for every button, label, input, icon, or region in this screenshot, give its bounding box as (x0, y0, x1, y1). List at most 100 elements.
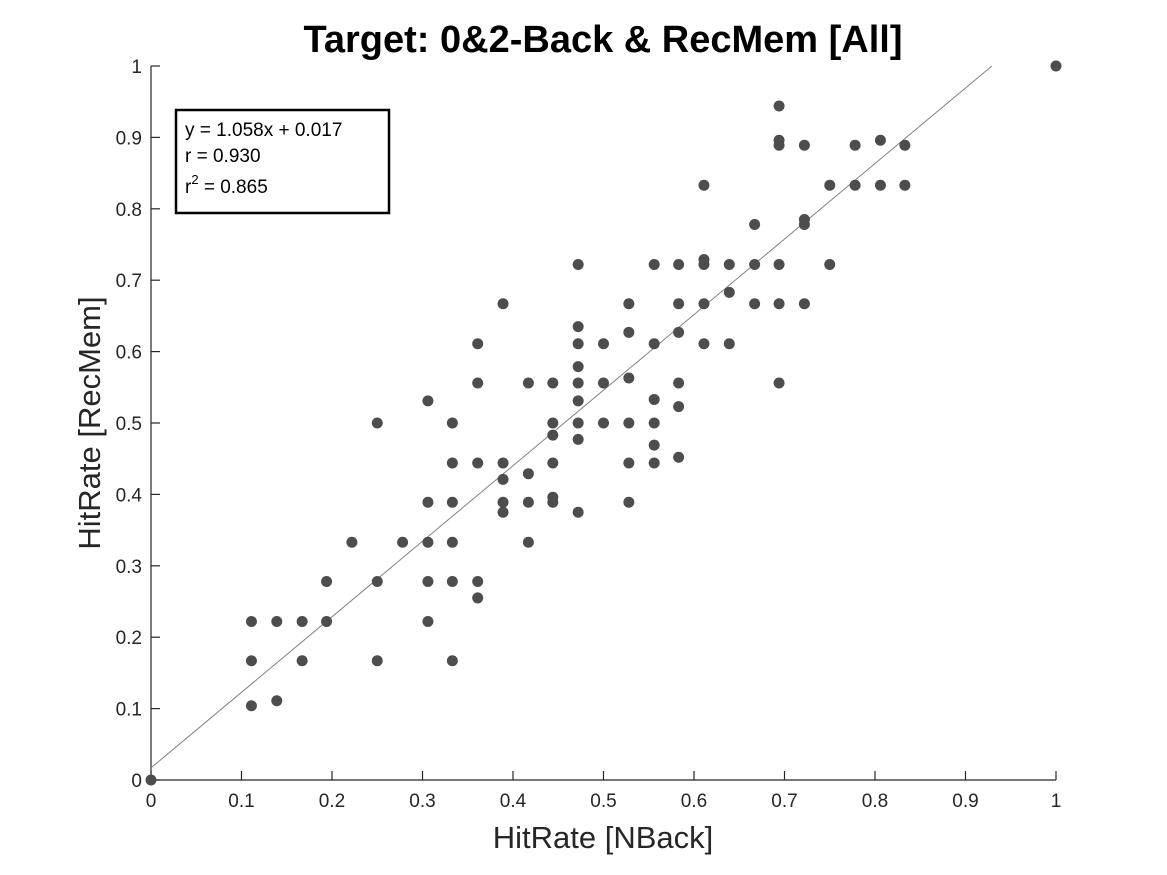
data-point (623, 326, 635, 338)
data-point (572, 395, 584, 407)
data-point (673, 377, 685, 389)
data-point (245, 700, 257, 712)
data-point (698, 258, 710, 270)
y-tick-label: 0 (131, 771, 142, 792)
data-point (422, 395, 434, 407)
data-point (397, 536, 409, 548)
data-points (145, 60, 1062, 786)
data-point (446, 457, 458, 469)
data-point (422, 496, 434, 508)
data-point (145, 774, 157, 786)
data-point (698, 338, 710, 350)
data-point (723, 258, 735, 270)
data-point (572, 377, 584, 389)
data-point (472, 457, 484, 469)
data-point (497, 506, 509, 518)
x-tick-label: 0.6 (681, 791, 707, 812)
data-point (749, 298, 761, 310)
data-point (547, 377, 559, 389)
data-point (598, 417, 609, 429)
x-tick-label: 0.9 (952, 791, 978, 812)
data-point (798, 298, 810, 310)
data-point (346, 536, 358, 548)
data-point (422, 615, 434, 627)
data-point (572, 361, 584, 373)
data-point (446, 496, 458, 508)
data-point (522, 377, 534, 389)
data-point (271, 695, 283, 707)
data-point (1050, 60, 1062, 72)
data-point (648, 338, 660, 350)
annotation-equation: y = 1.058x + 0.017 (185, 120, 342, 141)
data-point (446, 536, 458, 548)
data-point (572, 417, 584, 429)
data-point (648, 393, 660, 405)
data-point (422, 576, 434, 588)
x-tick-label: 0.7 (771, 791, 797, 812)
data-point (648, 258, 660, 270)
chart-title: Target: 0&2-Back & RecMem [All] (303, 19, 902, 61)
data-point (773, 298, 785, 310)
data-point (497, 496, 509, 508)
data-point (673, 451, 685, 463)
data-point (623, 457, 635, 469)
data-point (648, 417, 660, 429)
data-point (572, 506, 584, 518)
data-point (321, 615, 333, 627)
data-point (271, 615, 283, 627)
x-tick-label: 0.8 (862, 791, 888, 812)
data-point (749, 219, 761, 231)
regression-annotation-box: y = 1.058x + 0.017 r = 0.930 r2 = 0.865 (174, 108, 391, 215)
y-tick-label: 0.7 (116, 271, 142, 292)
data-point (723, 286, 735, 298)
data-point (371, 655, 383, 667)
data-point (698, 298, 710, 310)
data-point (698, 179, 710, 191)
data-point (773, 139, 785, 151)
data-point (798, 219, 810, 231)
data-point (472, 576, 484, 588)
data-point (648, 457, 660, 469)
data-point (623, 496, 635, 508)
data-point (824, 258, 836, 270)
data-point (547, 496, 559, 508)
data-point (245, 615, 257, 627)
data-point (673, 298, 685, 310)
data-point (899, 179, 911, 191)
data-point (321, 576, 333, 588)
data-point (296, 655, 308, 667)
data-point (773, 377, 785, 389)
y-tick-label: 0.6 (116, 343, 142, 364)
data-point (497, 457, 509, 469)
annotation-r: r = 0.930 (185, 146, 261, 167)
data-point (773, 258, 785, 270)
data-point (623, 372, 635, 384)
y-tick-label: 1 (131, 57, 142, 78)
data-point (673, 401, 685, 413)
data-point (749, 258, 761, 270)
data-point (798, 139, 810, 151)
data-point (446, 417, 458, 429)
data-point (547, 417, 559, 429)
data-point (472, 338, 484, 350)
data-point (623, 417, 635, 429)
data-point (874, 179, 886, 191)
x-tick-label: 0.5 (590, 791, 616, 812)
annotation-r-squared-base: r (185, 177, 192, 198)
y-axis-label: HitRate [RecMem] (72, 296, 107, 549)
data-point (648, 439, 660, 451)
data-point (824, 179, 836, 191)
x-tick-label: 1 (1051, 791, 1062, 812)
data-point (572, 258, 584, 270)
y-tick-label: 0.4 (116, 485, 143, 506)
data-point (623, 298, 635, 310)
annotation-border (174, 108, 391, 215)
data-point (849, 139, 861, 151)
data-point (598, 338, 609, 350)
y-tick-label: 0.3 (116, 557, 142, 578)
data-point (522, 536, 534, 548)
data-point (773, 100, 785, 112)
data-point (472, 377, 484, 389)
data-point (598, 377, 609, 389)
data-point (296, 615, 308, 627)
